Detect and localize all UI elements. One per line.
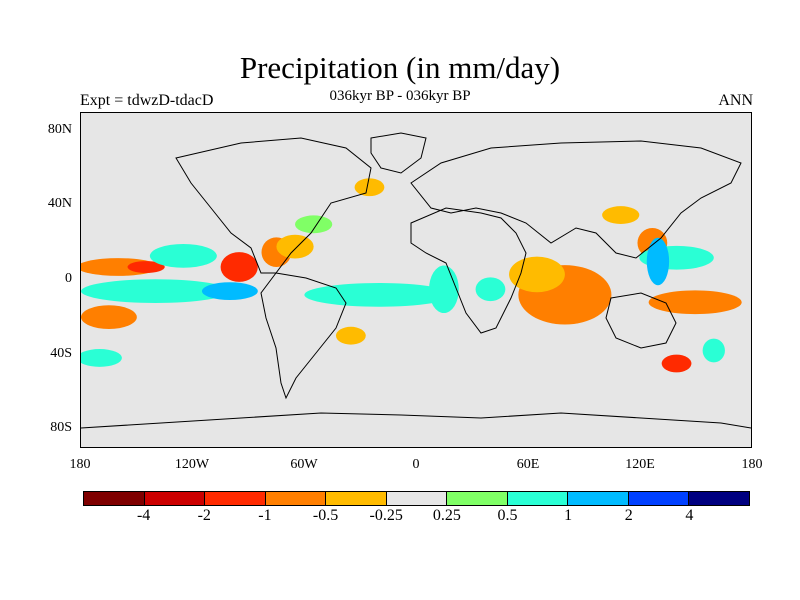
greenland-coastline [370,132,427,174]
precip-patch-1 [127,261,165,273]
colorbar-box-5 [386,492,448,505]
precip-patch-24 [335,326,366,345]
lat-tick-label: 40N [47,196,72,212]
colorbar-label: 2 [624,507,633,524]
precip-patch-14 [509,256,565,293]
colorbar-box-10 [689,492,750,505]
lat-tick-label: 80N [47,121,72,137]
lon-tick-label: 180 [741,457,763,472]
colorbar-box-7 [507,492,569,505]
colorbar-label: 0.5 [497,507,518,524]
north-america-coastline [175,137,372,274]
precip-patch-12 [475,277,506,302]
colorbar-label: 0.25 [432,507,461,524]
lat-tick-label: 40S [50,345,72,361]
colorbar-label: -0.25 [369,507,403,524]
lon-tick-label: 60E [516,457,540,472]
season-label: ANN [718,92,753,109]
africa-coastline [410,207,527,334]
colorbar-label: 4 [685,507,694,524]
lat-tick-label: 0 [65,271,72,286]
colorbar-label: -2 [197,507,211,524]
map-canvas [81,132,751,429]
south-america-coastline [260,272,347,400]
precip-patch-22 [354,178,385,197]
colorbar-label: -1 [258,507,272,524]
precip-patch-5 [276,234,314,259]
lon-tick-label: 60W [290,457,318,472]
colorbar [83,491,750,506]
colorbar-box-2 [205,492,266,505]
lon-tick-label: 180 [69,457,91,472]
precip-patch-3 [220,252,258,282]
precipitation-patches [81,178,742,373]
colorbar-box-0 [84,492,145,505]
lon-tick-label: 120E [625,457,655,472]
precip-patch-23 [602,206,640,224]
australia-coastline [605,292,677,349]
precip-patch-19 [661,354,692,373]
colorbar-label: -4 [136,507,151,524]
precip-patch-11 [429,265,459,314]
precip-patch-21 [295,215,333,234]
precip-patch-17 [646,237,670,286]
precip-patch-9 [81,349,122,367]
coastlines [81,132,751,429]
colorbar-box-4 [326,492,387,505]
precip-patch-20 [702,338,725,363]
colorbar-box-9 [628,492,690,505]
experiment-label: Expt = tdwzD-tdacD [80,92,214,109]
antarctica-coastline [81,412,751,429]
colorbar-label: 1 [564,507,573,524]
precip-patch-6 [81,279,230,304]
precipitation-map [80,112,752,448]
europe-asia-coastline [410,140,742,259]
precip-patch-2 [149,244,217,268]
colorbar-box-3 [265,492,327,505]
colorbar-box-1 [144,492,206,505]
colorbar-box-8 [568,492,629,505]
colorbar-label: -0.5 [312,507,339,524]
lon-tick-label: 120W [174,457,210,472]
precip-patch-8 [81,305,137,329]
map-subtitle: 036kyr BP - 036kyr BP [329,88,471,104]
lon-tick-label: 0 [412,457,420,472]
colorbar-box-6 [447,492,508,505]
precip-patch-7 [201,282,258,301]
precip-patch-10 [304,282,454,307]
map-title: Precipitation (in mm/day) [239,50,561,85]
precip-patch-18 [648,290,742,315]
lat-tick-label: 80S [50,420,72,436]
